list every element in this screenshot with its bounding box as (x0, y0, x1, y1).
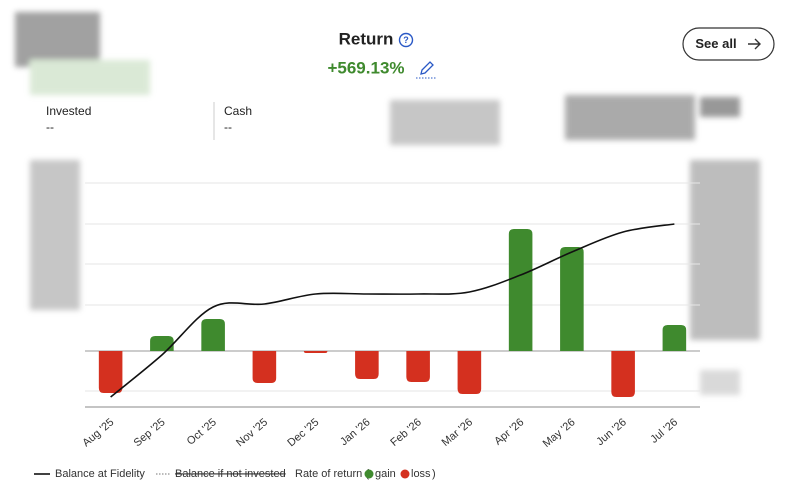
x-tick-label: Feb '26 (388, 416, 424, 449)
x-tick-label: Nov '25 (234, 416, 270, 449)
bar (98, 351, 123, 393)
see-all-button[interactable] (682, 27, 775, 61)
bar (201, 319, 225, 351)
balance-line (110, 223, 675, 398)
x-tick-label: May '26 (541, 416, 578, 450)
bar (662, 325, 687, 351)
grid (85, 182, 700, 392)
summary-value: -- (46, 120, 54, 134)
edit-icon[interactable] (420, 61, 434, 75)
legend-label: Balance if not invested (175, 468, 286, 480)
help-icon[interactable] (398, 32, 414, 48)
bar (560, 247, 584, 351)
bar (611, 351, 635, 397)
see-all-label: See all (695, 36, 736, 51)
x-tick-label: Mar '26 (440, 416, 476, 449)
x-tick-label: Dec '25 (285, 416, 321, 449)
x-tick-label: Jun '26 (594, 416, 629, 448)
x-tick-label: Jul '26 (648, 416, 680, 445)
arrow-icon (748, 38, 761, 50)
legend-loss-dot (400, 469, 410, 479)
bar (355, 351, 379, 379)
summary-label: Invested (46, 104, 91, 118)
bar (457, 351, 482, 394)
x-tick-label: Sep '25 (132, 416, 168, 449)
return-value: +569.13% (327, 58, 404, 77)
legend-gain-dot (364, 469, 374, 479)
redaction (15, 12, 760, 395)
legend-label: ) (432, 468, 436, 480)
legend-label: Rate of return ( (295, 468, 369, 480)
legend-label: gain (375, 468, 396, 480)
bar (252, 351, 277, 383)
summary-value: -- (224, 120, 232, 134)
bar (150, 336, 174, 351)
x-tick-label: Oct '25 (185, 416, 219, 447)
legend-label: loss (411, 468, 431, 480)
x-tick-label: Aug '25 (80, 416, 116, 449)
bar (508, 229, 533, 351)
help-icon-glyph: ? (403, 35, 409, 45)
legend-label: Balance at Fidelity (55, 468, 145, 480)
x-tick-label: Jan '26 (338, 416, 373, 448)
summary-label: Cash (224, 104, 252, 118)
title: Return (339, 29, 394, 48)
x-tick-label: Apr '26 (492, 416, 526, 447)
bar (303, 351, 328, 353)
bar (406, 351, 430, 382)
